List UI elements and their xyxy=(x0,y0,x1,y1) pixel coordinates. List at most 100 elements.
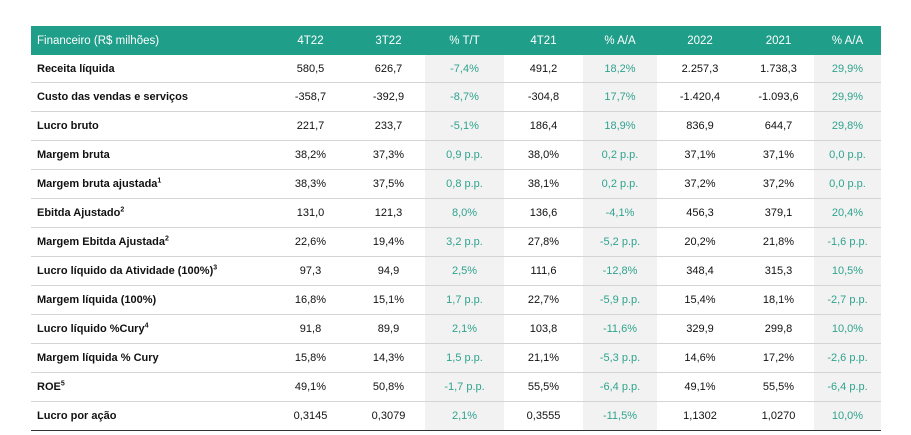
variation-cell: -11,5% xyxy=(583,401,657,431)
value-cell: 37,1% xyxy=(743,140,814,170)
header-pct-aa-quarter: % A/A xyxy=(583,26,657,55)
value-cell: 37,5% xyxy=(352,169,425,199)
variation-cell: 0,0 p.p. xyxy=(814,169,881,199)
value-cell: 15,1% xyxy=(352,285,425,315)
variation-cell: -7,4% xyxy=(425,55,504,83)
row-label-text: ROE xyxy=(37,381,61,393)
variation-cell: 29,9% xyxy=(814,82,881,112)
table-row: Lucro por ação 0,3145 0,3079 2,1% 0,3555 -11,… xyxy=(31,401,881,431)
value-cell: 21,8% xyxy=(743,227,814,257)
table-row: Lucro bruto 221,7 233,7 -5,1% 186,4 18,9% 836,… xyxy=(31,111,881,141)
variation-cell: 29,8% xyxy=(814,111,881,141)
table-row: Ebitda Ajustado2 131,0 121,3 8,0% 136,6 -4,1%… xyxy=(31,198,881,228)
value-cell: 22,6% xyxy=(269,227,352,257)
table-row: Lucro líquido da Atividade (100%)3 97,3 94… xyxy=(31,256,881,286)
row-label-text: Lucro por ação xyxy=(37,410,117,422)
value-cell: 50,8% xyxy=(352,372,425,402)
row-label-text: Margem bruta xyxy=(37,149,110,161)
header-financeiro: Financeiro (R$ milhões) xyxy=(31,26,269,55)
variation-cell: -6,4 p.p. xyxy=(814,372,881,402)
table-row: Receita líquida 580,5 626,7 -7,4% 491,2 18,2%… xyxy=(31,55,881,83)
variation-cell: 29,9% xyxy=(814,55,881,83)
value-cell: 0,3079 xyxy=(352,401,425,431)
value-cell: 491,2 xyxy=(504,55,583,83)
variation-cell: -2,7 p.p. xyxy=(814,285,881,315)
value-cell: 22,7% xyxy=(504,285,583,315)
variation-cell: 2,1% xyxy=(425,401,504,431)
variation-cell: 0,2 p.p. xyxy=(583,169,657,199)
row-label-text: Receita líquida xyxy=(37,62,115,75)
row-label-text: Lucro líquido da Atividade (100%) xyxy=(37,265,214,277)
value-cell: 19,4% xyxy=(352,227,425,257)
table-body: Receita líquida 580,5 626,7 -7,4% 491,2 18,2%… xyxy=(31,55,881,431)
value-cell: 37,1% xyxy=(657,140,743,170)
variation-cell: 2,1% xyxy=(425,314,504,344)
value-cell: 27,8% xyxy=(504,227,583,257)
variation-cell: -1,7 p.p. xyxy=(425,372,504,402)
row-label: Lucro por ação xyxy=(31,401,269,431)
value-cell: 20,2% xyxy=(657,227,743,257)
value-cell: 221,7 xyxy=(269,111,352,141)
table-row: Lucro líquido %Cury4 91,8 89,9 2,1% 103,8 -11… xyxy=(31,314,881,344)
variation-cell: -8,7% xyxy=(425,82,504,112)
value-cell: 456,3 xyxy=(657,198,743,228)
value-cell: -1.420,4 xyxy=(657,82,743,112)
table-row: Margem líquida % Cury 15,8% 14,3% 1,5 p.p. 2… xyxy=(31,343,881,373)
financial-table: Financeiro (R$ milhões) 4T22 3T22 % T/T … xyxy=(31,26,881,431)
value-cell: 37,2% xyxy=(743,169,814,199)
value-cell: 37,3% xyxy=(352,140,425,170)
value-cell: 1,1302 xyxy=(657,401,743,431)
value-cell: 89,9 xyxy=(352,314,425,344)
row-label: Custo das vendas e serviços xyxy=(31,82,269,112)
row-label-text: Ebitda Ajustado xyxy=(37,207,121,219)
value-cell: 38,0% xyxy=(504,140,583,170)
table-row: Margem bruta 38,2% 37,3% 0,9 p.p. 38,0% 0,2 p… xyxy=(31,140,881,170)
value-cell: 21,1% xyxy=(504,343,583,373)
value-cell: 233,7 xyxy=(352,111,425,141)
header-pct-tt: % T/T xyxy=(425,26,504,55)
value-cell: 0,3555 xyxy=(504,401,583,431)
value-cell: 580,5 xyxy=(269,55,352,83)
value-cell: 14,6% xyxy=(657,343,743,373)
header-4t22: 4T22 xyxy=(269,26,352,55)
value-cell: 315,3 xyxy=(743,256,814,286)
value-cell: 14,3% xyxy=(352,343,425,373)
row-label: Margem bruta ajustada1 xyxy=(31,169,269,199)
variation-cell: 0,0 p.p. xyxy=(814,140,881,170)
header-2022: 2022 xyxy=(657,26,743,55)
value-cell: 348,4 xyxy=(657,256,743,286)
variation-cell: -5,9 p.p. xyxy=(583,285,657,315)
value-cell: 15,4% xyxy=(657,285,743,315)
value-cell: 16,8% xyxy=(269,285,352,315)
variation-cell: -6,4 p.p. xyxy=(583,372,657,402)
footnote-marker: 2 xyxy=(164,235,169,243)
variation-cell: -5,3 p.p. xyxy=(583,343,657,373)
table-row: Margem líquida (100%) 16,8% 15,1% 1,7 p.p. 2… xyxy=(31,285,881,315)
value-cell: 18,1% xyxy=(743,285,814,315)
value-cell: 379,1 xyxy=(743,198,814,228)
value-cell: 136,6 xyxy=(504,198,583,228)
table-row: Margem Ebitda Ajustada2 22,6% 19,4% 3,2 p.p… xyxy=(31,227,881,257)
variation-cell: 8,0% xyxy=(425,198,504,228)
value-cell: 1.738,3 xyxy=(743,55,814,83)
value-cell: -392,9 xyxy=(352,82,425,112)
variation-cell: -5,2 p.p. xyxy=(583,227,657,257)
variation-cell: 1,7 p.p. xyxy=(425,285,504,315)
table-row: Margem bruta ajustada1 38,3% 37,5% 0,8 p.p.… xyxy=(31,169,881,199)
value-cell: -304,8 xyxy=(504,82,583,112)
footnote-marker: 4 xyxy=(144,322,149,330)
value-cell: 38,1% xyxy=(504,169,583,199)
row-label: Margem Ebitda Ajustada2 xyxy=(31,227,269,257)
value-cell: 329,9 xyxy=(657,314,743,344)
header-2021: 2021 xyxy=(743,26,814,55)
value-cell: 186,4 xyxy=(504,111,583,141)
variation-cell: 0,8 p.p. xyxy=(425,169,504,199)
variation-cell: -4,1% xyxy=(583,198,657,228)
row-label: ROE5 xyxy=(31,372,269,402)
variation-cell: 1,5 p.p. xyxy=(425,343,504,373)
variation-cell: -1,6 p.p. xyxy=(814,227,881,257)
row-label: Lucro bruto xyxy=(31,111,269,141)
footnote-marker: 5 xyxy=(60,380,65,388)
variation-cell: 18,2% xyxy=(583,55,657,83)
row-label-text: Lucro líquido %Cury xyxy=(37,323,145,335)
